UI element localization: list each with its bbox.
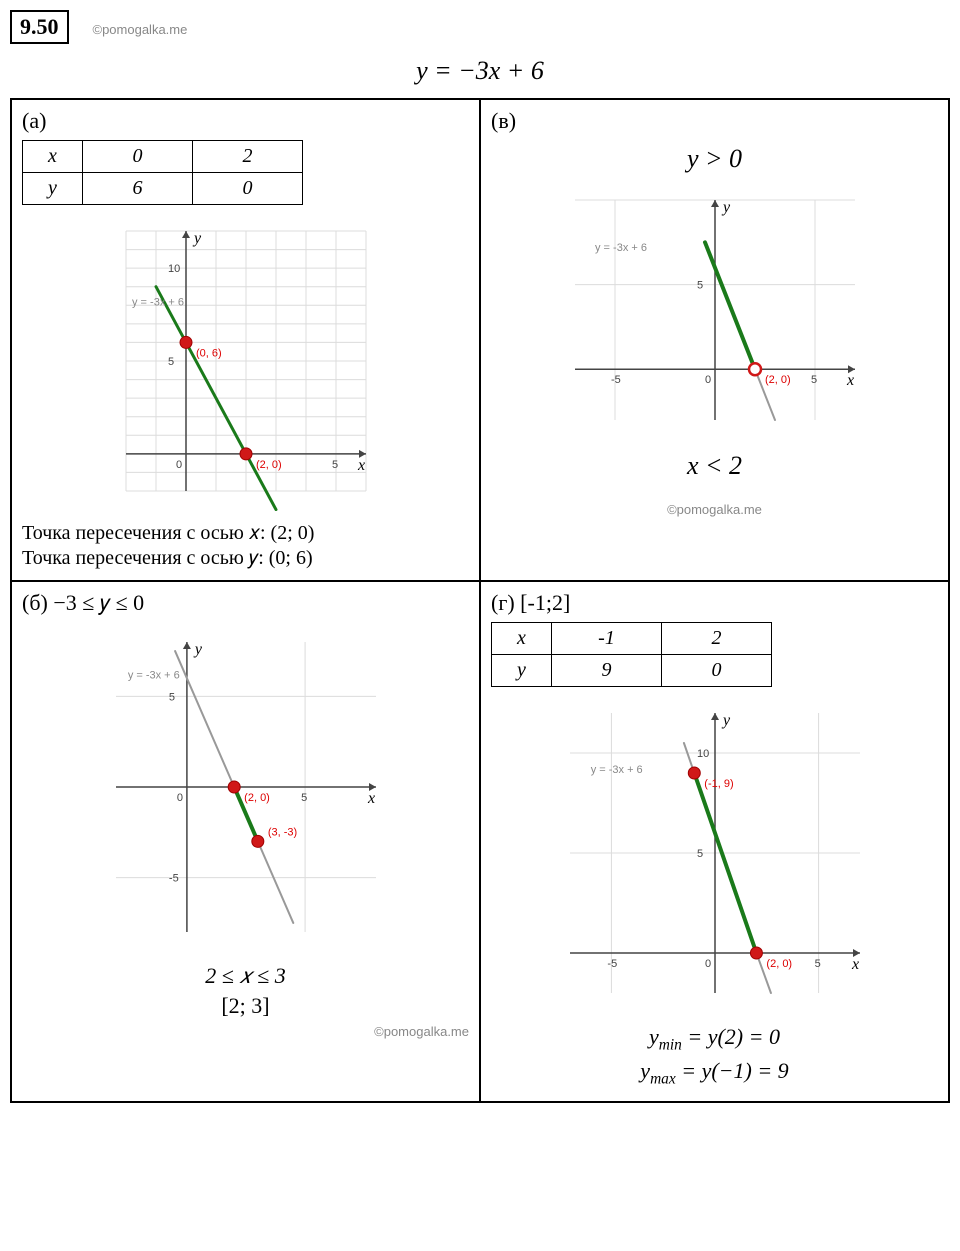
th-x: x: [23, 141, 83, 173]
panel-g-result1: ymin = y(2) = 0: [491, 1024, 938, 1054]
cell: 2: [193, 141, 303, 173]
svg-text:y: y: [192, 641, 202, 658]
panel-a-label: (а): [22, 108, 469, 134]
panel-g-table: x -1 2 y 9 0: [491, 622, 772, 687]
panel-g-result2: ymax = y(−1) = 9: [491, 1058, 938, 1088]
svg-text:y = -3x + 6: y = -3x + 6: [127, 669, 179, 681]
svg-text:(3, -3): (3, -3): [267, 826, 296, 838]
svg-text:5: 5: [697, 848, 703, 860]
panel-v-chart: -5 0 5 5 x y y = -3x + 6 (2, 0): [491, 180, 938, 445]
panel-v: (в) y > 0 -5 0 5 5 x y y = -3x + 6 (2, 0) x < 2…: [480, 99, 949, 581]
svg-text:5: 5: [811, 374, 817, 386]
watermark-b: ©pomogalka.me: [374, 1024, 469, 1039]
panel-b-label: (б) −3 ≤ 𝑦 ≤ 0: [22, 590, 469, 616]
svg-text:10: 10: [697, 748, 709, 760]
svg-text:-5: -5: [607, 958, 617, 970]
svg-text:5: 5: [814, 958, 820, 970]
svg-text:y: y: [721, 199, 731, 216]
cell: 0: [193, 173, 303, 205]
panel-a-info-y: Точка пересечения с осью 𝑦: (0; 6): [22, 547, 469, 570]
cell: 2: [662, 623, 772, 655]
svg-text:10: 10: [168, 263, 180, 275]
svg-text:5: 5: [697, 280, 703, 292]
svg-text:-5: -5: [168, 873, 178, 885]
panel-v-label: (в): [491, 108, 938, 134]
svg-text:(2, 0): (2, 0): [244, 792, 270, 804]
cell: 6: [83, 173, 193, 205]
svg-text:0: 0: [705, 958, 711, 970]
svg-text:x: x: [357, 457, 365, 474]
svg-text:(2, 0): (2, 0): [765, 374, 791, 386]
panel-b-result2: [2; 3]: [22, 993, 469, 1019]
panel-a: (а) x 0 2 y 6 0 05510xyy = -3x + 6(0, 6)…: [11, 99, 480, 581]
panel-a-table: x 0 2 y 6 0: [22, 140, 303, 205]
panel-a-info-x: Точка пересечения с осью 𝑥: (2; 0): [22, 522, 469, 545]
svg-text:0: 0: [176, 459, 182, 471]
th-y: y: [23, 173, 83, 205]
panel-v-bottom: x < 2: [491, 451, 938, 481]
svg-text:5: 5: [332, 459, 338, 471]
svg-text:(-1, 9): (-1, 9): [704, 778, 733, 790]
svg-text:(0, 6): (0, 6): [196, 347, 222, 359]
svg-text:0: 0: [176, 792, 182, 804]
svg-text:y: y: [721, 712, 731, 729]
cell: -1: [552, 623, 662, 655]
panels-grid: (а) x 0 2 y 6 0 05510xyy = -3x + 6(0, 6)…: [10, 98, 950, 1103]
cell: 0: [83, 141, 193, 173]
watermark-v: ©pomogalka.me: [667, 502, 762, 517]
svg-text:y = -3x + 6: y = -3x + 6: [595, 242, 647, 254]
svg-text:(2, 0): (2, 0): [766, 958, 792, 970]
svg-text:5: 5: [168, 356, 174, 368]
panel-g: (г) [-1;2] x -1 2 y 9 0 -505510xyy = -3x…: [480, 581, 949, 1102]
svg-text:x: x: [846, 372, 854, 389]
panel-g-chart: -5 0 5 5 10 x y y = -3x + 6 (-1, 9) (2, 0): [491, 693, 938, 1018]
panel-b-chart: 0 5 -5 5 x y y = -3x + 6 (2, 0) (3, -3): [22, 622, 469, 957]
svg-text:(2, 0): (2, 0): [256, 459, 282, 471]
panel-g-label: (г) [-1;2]: [491, 590, 938, 616]
svg-text:-5: -5: [611, 374, 621, 386]
svg-text:y = -3x + 6: y = -3x + 6: [590, 764, 642, 776]
cell: 0: [662, 655, 772, 687]
svg-text:x: x: [851, 956, 859, 973]
th-y: y: [492, 655, 552, 687]
panel-v-top: y > 0: [491, 144, 938, 174]
svg-text:x: x: [367, 790, 375, 807]
svg-text:5: 5: [168, 691, 174, 703]
main-equation: y = −3x + 6: [10, 56, 950, 86]
svg-text:y = -3x + 6: y = -3x + 6: [132, 296, 184, 308]
th-x: x: [492, 623, 552, 655]
panel-b: (б) −3 ≤ 𝑦 ≤ 0 0 5 -5 5 x y y = -3x + 6 (2, 0) (…: [11, 581, 480, 1102]
problem-number: 9.50: [10, 10, 69, 44]
svg-text:y: y: [192, 230, 202, 247]
svg-text:0: 0: [705, 374, 711, 386]
svg-text:5: 5: [301, 792, 307, 804]
panel-a-chart: 0 5 5 10 x y y = -3x + 6 (0, 6) (2, 0): [22, 211, 469, 516]
watermark-top: ©pomogalka.me: [93, 22, 188, 37]
cell: 9: [552, 655, 662, 687]
panel-b-result1: 2 ≤ 𝑥 ≤ 3: [22, 963, 469, 989]
